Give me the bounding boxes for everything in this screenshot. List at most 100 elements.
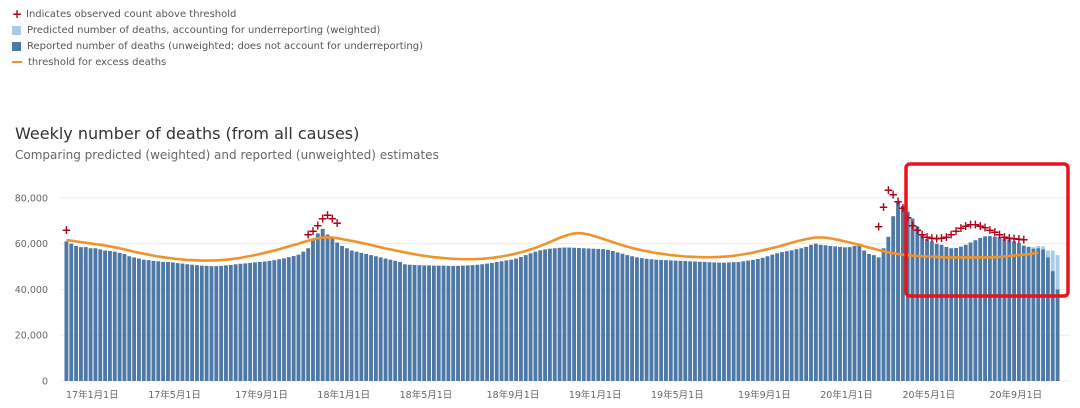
reported-bar bbox=[784, 251, 789, 381]
reported-bar bbox=[925, 239, 929, 381]
reported-bar bbox=[412, 264, 417, 381]
reported-bar bbox=[146, 260, 151, 381]
excess-marker: + bbox=[878, 200, 888, 214]
reported-bar bbox=[253, 262, 257, 381]
reported-bar bbox=[770, 254, 775, 381]
threshold-line bbox=[66, 231, 1039, 262]
reported-bar bbox=[214, 266, 219, 381]
predicted-bar bbox=[1050, 250, 1055, 272]
reported-bar bbox=[320, 228, 325, 381]
reported-bar bbox=[944, 246, 949, 381]
excess-marker: + bbox=[888, 187, 898, 201]
reported-bar bbox=[668, 260, 673, 381]
excess-marker: + bbox=[1014, 232, 1024, 246]
reported-bar bbox=[1026, 246, 1031, 381]
reported-bar bbox=[547, 248, 552, 381]
reported-bar bbox=[572, 247, 577, 381]
reported-bar bbox=[204, 265, 209, 381]
x-tick-label: 17年1月1日 bbox=[66, 389, 119, 401]
reported-bar bbox=[238, 263, 243, 381]
reported-bar bbox=[828, 245, 833, 381]
reported-bar bbox=[881, 248, 886, 381]
excess-marker: + bbox=[966, 218, 976, 232]
reported-bar bbox=[842, 247, 847, 381]
predicted-bar bbox=[1041, 246, 1046, 250]
reported-bar bbox=[509, 259, 514, 381]
excess-marker: + bbox=[975, 219, 985, 233]
reported-bar bbox=[465, 265, 470, 381]
reported-bar bbox=[262, 261, 267, 381]
reported-bar bbox=[64, 241, 69, 381]
reported-bar bbox=[635, 257, 639, 381]
excess-marker: + bbox=[883, 183, 893, 197]
reported-bar bbox=[494, 261, 499, 381]
reported-bar bbox=[378, 257, 383, 381]
excess-marker: + bbox=[874, 220, 884, 234]
reported-bar bbox=[451, 265, 456, 381]
reported-bar bbox=[949, 248, 954, 381]
reported-bar bbox=[195, 265, 199, 381]
reported-bar bbox=[794, 249, 799, 381]
x-tick-label: 20年9月1日 bbox=[989, 389, 1042, 401]
x-tick-label: 19年9月1日 bbox=[738, 389, 791, 401]
reported-bar bbox=[78, 247, 83, 381]
reported-bar bbox=[98, 249, 103, 381]
reported-bar bbox=[528, 253, 533, 381]
predicted-bar bbox=[1031, 247, 1036, 249]
reported-bar bbox=[630, 256, 635, 381]
reported-bar bbox=[693, 261, 697, 381]
reported-bar bbox=[1041, 249, 1046, 381]
reported-bar bbox=[838, 246, 842, 381]
plus-icon: + bbox=[12, 7, 23, 21]
reported-bar bbox=[722, 262, 726, 381]
reported-bar bbox=[886, 236, 891, 381]
reported-bar bbox=[605, 249, 610, 381]
reported-bar bbox=[697, 261, 702, 381]
reported-bar bbox=[712, 262, 717, 381]
excess-marker: + bbox=[303, 228, 313, 242]
excess-marker: + bbox=[999, 230, 1009, 244]
reported-bar bbox=[489, 262, 494, 381]
reported-bar bbox=[862, 250, 867, 381]
reported-bar bbox=[257, 261, 262, 381]
x-tick-label: 20年1月1日 bbox=[820, 389, 873, 401]
reported-bar bbox=[446, 265, 451, 381]
reported-bar bbox=[311, 239, 315, 381]
reported-bar bbox=[1002, 238, 1007, 381]
reported-bar bbox=[847, 247, 852, 381]
y-tick-label: 60,000 bbox=[15, 239, 48, 250]
excess-marker: + bbox=[990, 225, 1000, 239]
reported-bar bbox=[871, 255, 876, 381]
reported-bar bbox=[876, 257, 881, 381]
excess-marker: + bbox=[946, 228, 956, 242]
excess-marker: + bbox=[937, 231, 947, 245]
reported-bar bbox=[383, 258, 388, 381]
reported-bar bbox=[306, 248, 311, 381]
x-tick-label: 19年5月1日 bbox=[651, 389, 704, 401]
reported-bar bbox=[562, 247, 567, 381]
reported-bar bbox=[431, 265, 436, 381]
y-tick-label: 80,000 bbox=[15, 193, 48, 204]
reported-bar bbox=[107, 250, 112, 381]
y-tick-label: 20,000 bbox=[15, 331, 48, 342]
excess-marker: + bbox=[985, 223, 995, 237]
reported-bar bbox=[69, 243, 74, 381]
reported-bar bbox=[620, 253, 625, 381]
excess-marker: + bbox=[332, 216, 342, 230]
reported-bar bbox=[586, 248, 591, 381]
reported-bar bbox=[581, 248, 586, 381]
predicted-bar bbox=[1036, 245, 1041, 249]
reported-bar bbox=[717, 262, 722, 381]
reported-bar bbox=[683, 261, 688, 381]
reported-bar bbox=[644, 258, 649, 381]
reported-bar bbox=[963, 244, 968, 381]
reported-bar bbox=[209, 266, 214, 381]
excess-marker: + bbox=[908, 218, 918, 232]
legend-label: threshold for excess deaths bbox=[28, 56, 167, 68]
reported-bar bbox=[228, 264, 233, 381]
legend-label: Indicates observed count above threshold bbox=[26, 8, 237, 20]
reported-bar bbox=[422, 265, 427, 381]
reported-bar bbox=[282, 258, 286, 381]
reported-bar bbox=[896, 202, 900, 381]
reported-bar bbox=[175, 263, 180, 381]
